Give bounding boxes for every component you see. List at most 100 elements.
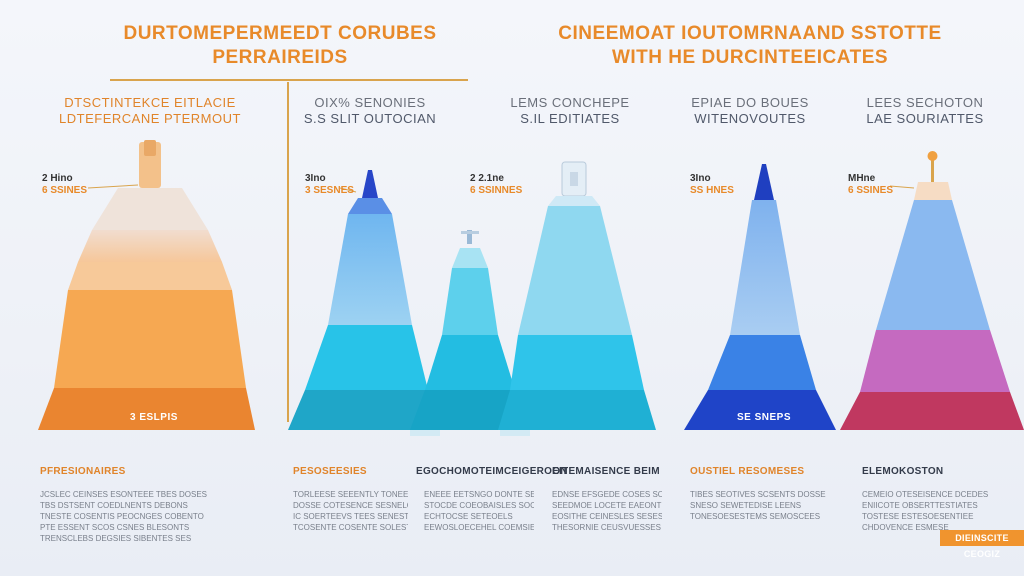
column-4-line: EDNSE EFSGEDE COSES SOLE: [552, 490, 662, 499]
subhead-1-line-a: DTSCTINTEKCE EITLACIE: [64, 95, 236, 110]
column-2-line: DOSSE COTESENCE SESNELOIS: [293, 501, 408, 510]
pyramid-5-tier-1: [730, 200, 800, 335]
value-label-2-sub: 3 SESNES: [305, 185, 354, 196]
column-3-line: STOCDE COEOBAISLES SOCKSE: [424, 501, 534, 510]
subhead-3-line-b: S.IL EDITIATES: [520, 111, 620, 126]
corner-badge: DIEINSCITE CEOGIZ: [940, 530, 1024, 559]
column-5-text: TIBES SEOTIVES SCSENTS DOSSE SNESO SEWET…: [690, 489, 845, 522]
pyramid-3-reflection-right: [500, 430, 530, 436]
inside-label-2: SE SNEPS: [737, 412, 792, 423]
value-label-3-sub: 6 SSINNES: [470, 185, 523, 196]
pyramid-6-tier-2: [860, 330, 1010, 392]
column-1-line: TNESTE COSENTIS PEOCNGES COBENTO: [40, 512, 204, 521]
pyramid-3-reflection-left: [410, 430, 440, 436]
pyramid-5-tier-3: [684, 390, 836, 430]
value-label-3-main: 2 2.1ne: [470, 173, 504, 184]
column-2-line: IC SOERTEEVS TEES SENESTS: [293, 512, 408, 521]
column-1-line: PTE ESSENT SCOS CSNES BLESONTS: [40, 523, 190, 532]
column-6-line: CHDOVENCE ESMESE: [862, 523, 949, 532]
title-divider: [110, 79, 468, 81]
column-4-line: EOSITHE CEINESLES SESES: [552, 512, 662, 521]
value-label-2-main: 3Ino: [305, 173, 326, 184]
subhead-4-line-a: EPIAE DO BOUES: [691, 95, 809, 110]
value-label-4: 3Ino SS HNES: [690, 173, 734, 197]
column-1-text: JCSLEC CEINSES ESONTEEE TBES DOSES TBS D…: [40, 489, 220, 544]
pyramid-1-tier-1: [92, 188, 208, 230]
subhead-2: OIX% SENONIES S.S SLIT OUTOCIAN: [290, 95, 450, 127]
pyramid-1-cap-inner: [144, 140, 156, 156]
inside-label-1: 3 ESLPIS: [130, 412, 178, 423]
column-4-heading: EITEMAISENCE BEIM: [552, 466, 660, 477]
pyramid-5-tip: [754, 164, 774, 200]
column-3-line: ENEEE EETSNGO DONTE SETESE: [424, 490, 534, 499]
pyramid-2-tier-3: [288, 390, 436, 430]
subhead-5-line-a: LEES SECHOTON: [866, 95, 984, 110]
column-6-line: ENIICOTE OBSERTTESTIATES: [862, 501, 978, 510]
leader-line-1: [87, 184, 139, 189]
pyramid-orange: [38, 140, 255, 430]
pyramid-3-tier-1: [442, 268, 498, 335]
value-label-4-sub: SS HNES: [690, 185, 734, 196]
pyramid-magenta: [840, 151, 1024, 430]
column-5-heading: OUSTIEL RESOMESES: [690, 466, 805, 477]
column-2-heading: PESOSEESIES: [293, 466, 367, 477]
column-4-line: SEEDMOE LOCETE EAEONTED: [552, 501, 662, 510]
column-6-heading: ELEMOKOSTON: [862, 466, 944, 477]
pyramid-cyan-2: [498, 161, 656, 430]
column-6-line: CEMEIO OTESEISENCE DCEDES: [862, 490, 989, 499]
column-5-line: TIBES SEOTIVES SCSENTS DOSSE: [690, 490, 826, 499]
value-label-3: 2 2.1ne 6 SSINNES: [470, 173, 522, 197]
pyramid-2-tier-2: [305, 325, 428, 390]
pyramid-4-tier-1: [518, 206, 632, 335]
leader-line-2: [339, 187, 357, 193]
column-6-text: CEMEIO OTESEISENCE DCEDES ENIICOTE OBSER…: [862, 489, 1002, 533]
pyramid-cyan-1: [288, 170, 436, 430]
left-title: DURTOMEPERMEEDT CORUBES PERRAIREIDS: [80, 22, 480, 70]
subhead-2-line-a: OIX% SENONIES: [314, 95, 426, 110]
value-label-5-sub: 6 SSINES: [848, 185, 894, 196]
pyramid-6-stem: [931, 154, 934, 184]
subhead-2-line-b: S.S SLIT OUTOCIAN: [303, 111, 437, 126]
value-label-4-main: 3Ino: [690, 173, 711, 184]
column-3-line: EEWOSLOECEHEL COEMSIES: [424, 523, 534, 532]
pyramid-4-collar: [548, 196, 600, 206]
subhead-1: DTSCTINTEKCE EITLACIE LDTEFERCANE PTERMO…: [40, 95, 260, 127]
pyramid-3-stem: [467, 230, 472, 244]
pyramid-1-tier-3: [68, 262, 232, 290]
pyramid-2-tier-1: [328, 214, 412, 325]
pyramid-6-tier-1: [876, 200, 990, 330]
leader-line-6: [889, 185, 915, 189]
subhead-5: LEES SECHOTON LAE SOURIATTES: [845, 95, 1005, 127]
subhead-4: EPIAE DO BOUES WITENOVOUTES: [670, 95, 830, 127]
value-label-2: 3Ino 3 SESNES: [305, 173, 354, 197]
pyramid-4-cap-inner: [570, 172, 578, 186]
value-label-1-main: 2 Hino: [42, 173, 73, 184]
column-1-line: TBS DSTSENT COEDLNENTS DEBONS: [40, 501, 188, 510]
column-3-heading: EGOCHOMOTEIMCEIGEROON: [416, 466, 568, 477]
left-title-line2: PERRAIREIDS: [212, 47, 348, 68]
column-3-text: ENEEE EETSNGO DONTE SETESE STOCDE COEOBA…: [424, 489, 534, 533]
pyramid-2-cap: [348, 198, 392, 214]
value-label-1: 2 Hino 6 SSINES: [42, 173, 87, 197]
subhead-5-line-b: LAE SOURIATTES: [866, 111, 984, 126]
right-title-line1: CINEEMOAT IOUTOMRNAAND SSTOTTE: [558, 23, 942, 44]
pyramid-6-cap: [914, 182, 952, 200]
subhead-4-line-b: WITENOVOUTES: [694, 111, 806, 126]
column-5-line: TONESOESESTEMS SEMOSCEES: [690, 512, 821, 521]
pyramid-4-tier-2: [510, 335, 644, 390]
column-3-line: ECHTOCSE SETEOELS: [424, 512, 513, 521]
pyramid-blue: [684, 164, 836, 430]
pyramid-6-tier-3: [840, 392, 1024, 430]
column-2-line: TCOSENTE COSENTE SOLESTE: [293, 523, 408, 532]
column-5-line: SNESO SEWETEDISE LEENS: [690, 501, 802, 510]
pyramid-5-tier-2: [708, 335, 816, 390]
right-title-line2: WITH HE DURCINTEEICATES: [611, 47, 889, 68]
column-4-text: EDNSE EFSGEDE COSES SOLE SEEDMOE LOCETE …: [552, 489, 662, 533]
value-label-5-main: MHne: [848, 173, 876, 184]
pyramid-3-tier-2: [425, 335, 515, 390]
column-6-line: TOSTESE ESTESOESENTIEE: [862, 512, 974, 521]
pyramid-1-tier-2: [78, 230, 222, 262]
